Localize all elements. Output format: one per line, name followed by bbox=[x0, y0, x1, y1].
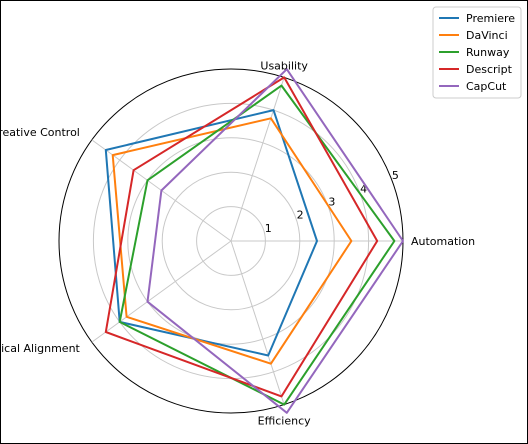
series-line-capcut bbox=[146, 68, 404, 414]
axis-label-efficiency: Efficiency bbox=[258, 415, 311, 428]
series-line-runway bbox=[118, 84, 396, 406]
spoke-4 bbox=[230, 240, 285, 405]
legend-box bbox=[432, 6, 522, 99]
series-line-davinci bbox=[111, 117, 353, 365]
legend: Premiere DaVinci Runway Descript CapCut bbox=[432, 6, 522, 99]
radar-series bbox=[104, 68, 404, 414]
legend-label-davinci: DaVinci bbox=[466, 29, 508, 42]
axis-labels: Automation Usability Creative Control Pedag… bbox=[0, 59, 475, 427]
axis-label-pedagogical-alignment: Pedagogical Alignment bbox=[0, 342, 81, 355]
spoke-3 bbox=[91, 240, 232, 343]
tick-label-1: 1 bbox=[265, 222, 272, 235]
legend-label-capcut: CapCut bbox=[466, 80, 507, 93]
tick-label-2: 2 bbox=[297, 209, 304, 222]
axis-label-usability: Usability bbox=[260, 59, 308, 72]
tick-label-3: 3 bbox=[328, 196, 335, 209]
legend-label-descript: Descript bbox=[466, 63, 513, 76]
spoke-1 bbox=[230, 77, 285, 242]
axis-label-automation: Automation bbox=[411, 235, 475, 248]
series-line-descript bbox=[104, 76, 379, 398]
legend-label-premiere: Premiere bbox=[466, 12, 515, 25]
tick-label-5: 5 bbox=[392, 169, 399, 182]
tick-label-4: 4 bbox=[360, 182, 367, 195]
legend-label-runway: Runway bbox=[466, 46, 510, 59]
radial-tick-labels: 1 2 3 4 5 bbox=[265, 169, 399, 235]
axis-label-creative-control: Creative Control bbox=[0, 126, 80, 139]
